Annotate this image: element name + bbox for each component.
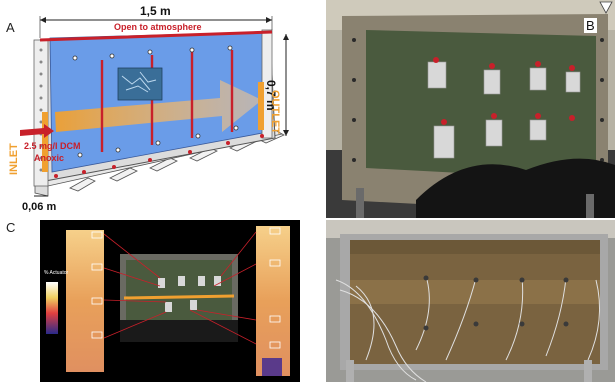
panel-a: A bbox=[0, 0, 320, 218]
flow-arrow bbox=[55, 80, 262, 132]
inlet-arrow bbox=[20, 124, 54, 138]
photo-tank-wood bbox=[326, 220, 615, 382]
inset-photo bbox=[117, 67, 163, 101]
panel-c: C bbox=[0, 220, 320, 382]
thermal-right bbox=[256, 226, 290, 376]
sensor-cables bbox=[335, 275, 601, 382]
concentration-label: 2.5 mg/l DCM bbox=[24, 141, 81, 151]
panel-b: B bbox=[326, 0, 615, 218]
outlet-label: OUTLET bbox=[269, 90, 281, 134]
panel-d: D bbox=[326, 220, 615, 382]
connector-lines bbox=[103, 231, 257, 345]
thermal-composite bbox=[40, 220, 300, 382]
legend-bar bbox=[46, 282, 58, 334]
sampling-ports bbox=[72, 45, 239, 158]
foil-electrodes bbox=[427, 61, 581, 159]
inlet-label: INLET bbox=[8, 143, 20, 175]
tank-schematic bbox=[20, 16, 289, 197]
inlet-bar bbox=[42, 112, 48, 172]
legend-title: % Actuator bbox=[44, 270, 69, 276]
photo-tank-green bbox=[326, 0, 615, 218]
electrode-strips bbox=[100, 50, 234, 152]
depth-label: 0,06 m bbox=[22, 201, 57, 213]
width-label: 1,5 m bbox=[140, 4, 171, 18]
top-rail bbox=[39, 30, 273, 42]
panel-b-label: B bbox=[584, 18, 597, 33]
panel-c-label: C bbox=[6, 220, 16, 235]
open-to-atmosphere-label: Open to atmosphere bbox=[114, 22, 202, 32]
outlet-bar bbox=[258, 82, 264, 130]
condition-label: Anoxic bbox=[34, 153, 65, 163]
panel-a-label: A bbox=[6, 20, 15, 35]
thermal-left bbox=[66, 230, 104, 372]
